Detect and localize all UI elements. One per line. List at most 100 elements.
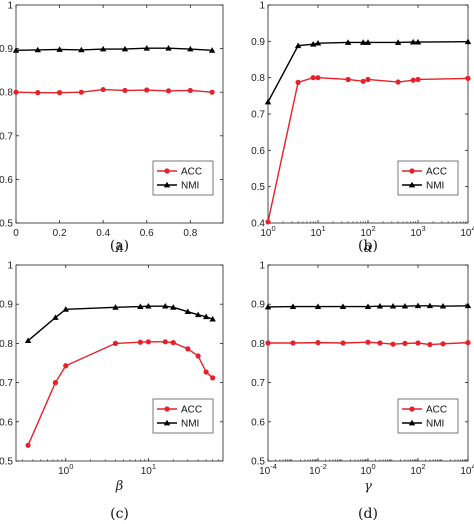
data-point-nmi	[414, 302, 422, 309]
data-point-nmi	[339, 303, 347, 309]
y-tick-label: 0.5	[0, 457, 13, 468]
chart-panel-4: 0.5 0.6 0.7 0.8 0.9 1 10-4 10-2 100 102 104 γ (d) ACC…	[251, 261, 474, 523]
data-point-nmi	[464, 38, 472, 45]
data-point-nmi	[389, 302, 397, 309]
legend-box	[397, 398, 459, 434]
data-point-nmi	[394, 39, 402, 45]
y-tick-label: 0.9	[251, 300, 265, 311]
x-tick-label: 0.6	[140, 228, 154, 239]
data-point-nmi	[184, 308, 192, 315]
legend-label-acc: ACC	[181, 405, 202, 416]
data-point-nmi	[194, 311, 202, 318]
data-point-nmi	[401, 302, 409, 309]
x-tick-label: 100	[58, 462, 73, 477]
data-point-acc	[402, 340, 408, 346]
data-point-nmi	[165, 44, 172, 51]
data-point-nmi	[162, 302, 169, 309]
panel-caption: (c)	[110, 506, 129, 522]
legend-marker-acc	[164, 168, 170, 174]
legend: ACC NMI	[397, 398, 459, 434]
data-point-nmi	[264, 98, 272, 105]
legend-label-acc: ACC	[426, 405, 447, 416]
data-point-nmi	[208, 47, 216, 53]
data-point-acc	[13, 89, 19, 95]
legend: ACC NMI	[152, 160, 214, 196]
y-tick-label: 0.7	[251, 378, 265, 389]
data-point-nmi	[364, 39, 372, 45]
y-tick-label: 0.6	[251, 417, 265, 428]
x-axis-label: γ	[364, 479, 372, 494]
data-point-acc	[295, 79, 301, 85]
x-tick-label: 102	[410, 462, 425, 477]
data-point-nmi	[289, 303, 297, 309]
data-point-nmi	[359, 39, 367, 45]
data-point-acc	[162, 339, 168, 345]
y-tick-label: 1	[7, 261, 13, 272]
series-line-nmi	[267, 41, 469, 103]
legend-label-nmi: NMI	[181, 181, 199, 192]
x-tick-label: 100	[360, 462, 375, 477]
x-tick-label: 0.8	[183, 228, 197, 239]
data-point-acc	[360, 78, 366, 84]
data-point-nmi	[202, 313, 210, 320]
x-tick-label: 10-4	[259, 462, 277, 477]
data-point-acc	[78, 89, 84, 95]
x-tick-label: 0.4	[96, 228, 110, 239]
y-tick-label: 0.5	[0, 219, 13, 230]
y-tick-label: 0.7	[251, 110, 265, 121]
data-point-acc	[365, 76, 371, 83]
y-tick-label: 0.6	[251, 146, 265, 157]
series-line-nmi	[27, 305, 213, 342]
data-point-acc	[144, 87, 150, 93]
data-point-acc	[265, 340, 271, 346]
legend-marker-nmi	[408, 181, 416, 188]
legend-marker-nmi	[408, 419, 416, 426]
data-point-nmi	[99, 45, 107, 52]
data-point-acc	[100, 86, 106, 93]
series-line-acc	[15, 88, 213, 94]
x-tick-label: 104	[460, 224, 474, 239]
data-point-acc	[122, 87, 128, 94]
data-point-nmi	[209, 315, 216, 322]
legend-marker-nmi	[163, 419, 171, 426]
x-tick-label: 100	[260, 224, 275, 239]
data-point-acc	[345, 76, 351, 83]
data-point-nmi	[145, 302, 152, 309]
data-point-acc	[145, 339, 151, 345]
data-point-acc	[203, 369, 209, 375]
data-point-nmi	[24, 337, 32, 344]
data-point-acc	[25, 442, 31, 448]
legend-label-acc: ACC	[181, 167, 202, 178]
data-point-acc	[310, 75, 316, 81]
data-point-acc	[415, 76, 421, 83]
y-tick-label: 0.8	[251, 339, 265, 350]
data-point-nmi	[439, 302, 447, 309]
legend-box	[397, 160, 459, 196]
y-tick-label: 0.5	[251, 182, 265, 193]
legend-marker-nmi	[163, 181, 171, 188]
y-tick-label: 0.4	[251, 219, 265, 230]
y-tick-label: 1	[259, 261, 265, 272]
data-point-nmi	[376, 302, 384, 309]
y-tick-label: 0.6	[0, 175, 13, 186]
data-point-nmi	[62, 306, 69, 312]
data-point-acc	[63, 363, 69, 369]
y-tick-label: 0.9	[0, 44, 13, 55]
data-point-acc	[209, 89, 215, 95]
x-axis-label: λ	[114, 241, 123, 256]
data-point-acc	[210, 375, 216, 381]
data-point-acc	[187, 87, 193, 94]
series-line-nmi	[267, 305, 469, 308]
data-point-nmi	[314, 303, 322, 309]
axes-frame	[15, 264, 224, 462]
y-tick-label: 0.7	[0, 131, 13, 142]
data-point-acc	[340, 340, 346, 346]
data-point-acc	[195, 353, 201, 359]
data-point-nmi	[170, 304, 177, 310]
series-line-acc	[27, 341, 214, 446]
x-axis-label: β	[115, 479, 124, 494]
y-tick-label: 0.6	[0, 417, 13, 428]
x-axis-label: α	[364, 241, 373, 256]
x-tick-label: 10-2	[309, 462, 327, 477]
